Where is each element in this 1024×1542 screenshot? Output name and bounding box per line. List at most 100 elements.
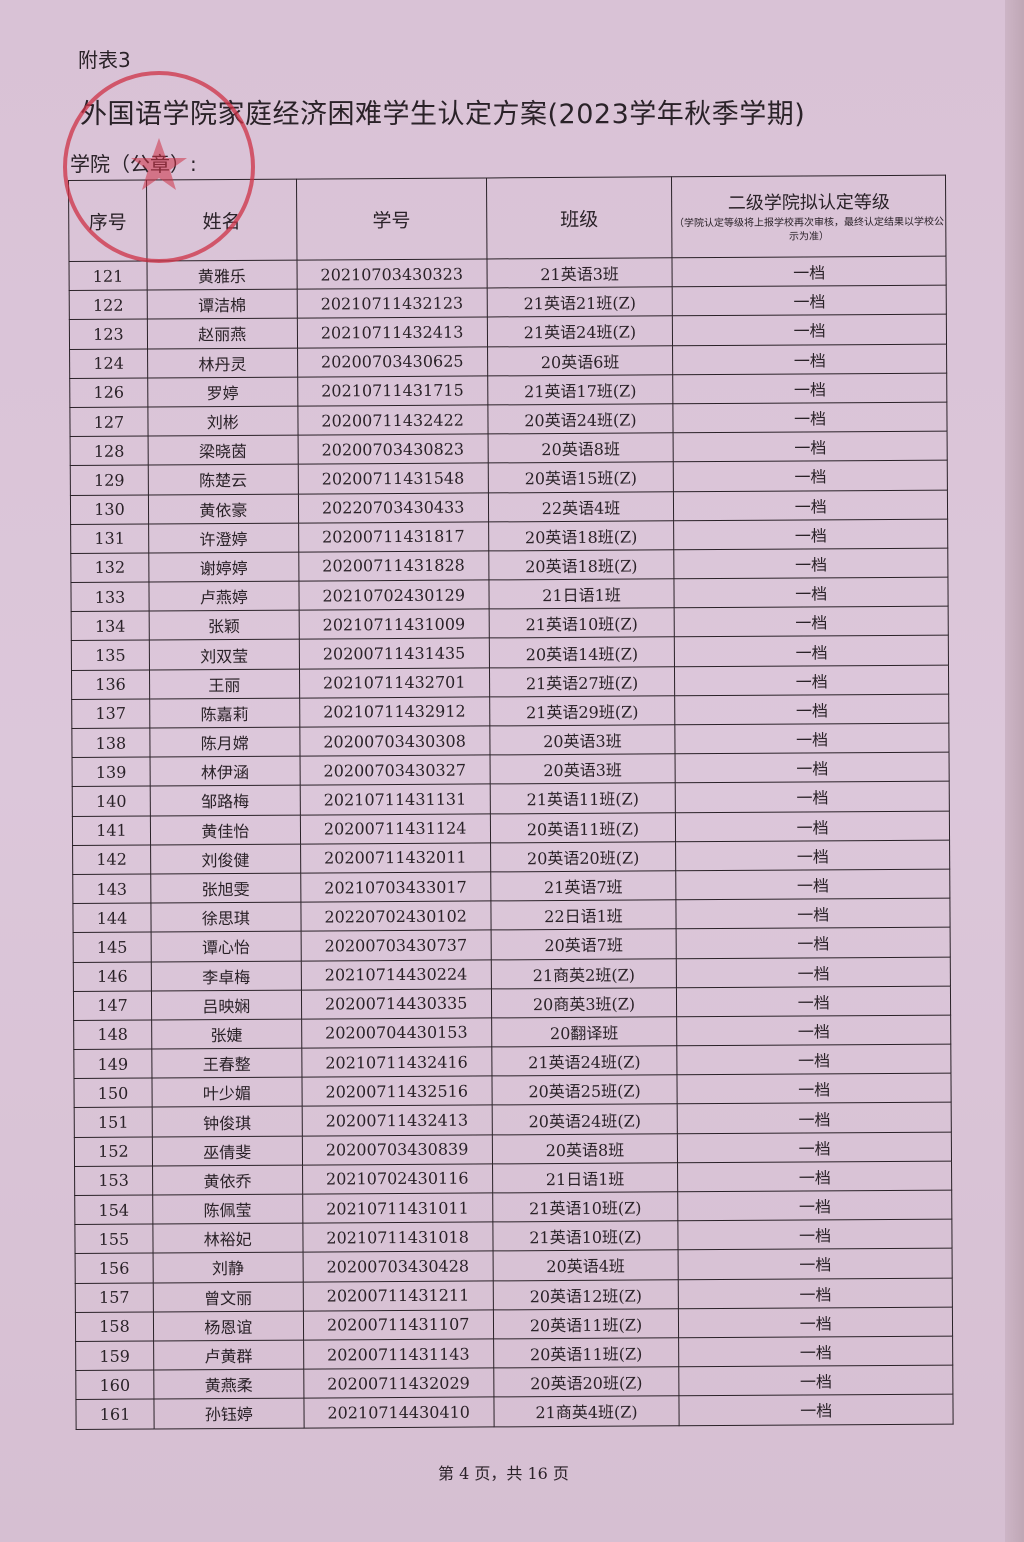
cell-index: 144 — [72, 903, 152, 933]
cell-index: 147 — [73, 990, 152, 1021]
cell-name: 张旭雯 — [150, 873, 301, 904]
cell-name: 陈月嫦 — [149, 727, 300, 758]
cell-level: 一档 — [674, 664, 949, 696]
cell-level: 一档 — [676, 956, 951, 988]
cell-name: 刘俊健 — [150, 843, 301, 874]
cell-level: 一档 — [673, 518, 948, 550]
cell-student-id: 20200711432422 — [297, 404, 488, 436]
cell-name: 林伊涵 — [149, 756, 300, 787]
cell-class: 20翻译班 — [491, 1016, 678, 1047]
cell-index: 146 — [73, 961, 152, 992]
cell-name: 王丽 — [149, 668, 300, 699]
cell-index: 136 — [71, 669, 150, 700]
cell-index: 152 — [74, 1136, 153, 1167]
cell-name: 谭洁棉 — [147, 289, 298, 320]
cell-index: 145 — [73, 932, 152, 962]
cell-level: 一档 — [676, 898, 951, 930]
cell-name: 刘彬 — [147, 406, 298, 437]
cell-class: 20英语18班(Z) — [488, 549, 675, 581]
cell-index: 121 — [68, 261, 148, 291]
cell-level: 一档 — [675, 810, 950, 842]
cell-name: 陈佩莹 — [152, 1194, 303, 1225]
cell-index: 132 — [70, 552, 149, 583]
cell-student-id: 20210703433017 — [300, 871, 491, 903]
cell-name: 刘双莹 — [149, 639, 300, 670]
cell-index: 139 — [72, 757, 151, 787]
cell-class: 20英语8班 — [487, 432, 674, 464]
header-level: 二级学院拟认定等级 （学院认定等级将上报学校再次审核，最终认定结果以学校公示为准… — [671, 175, 946, 258]
cell-level: 一档 — [679, 1365, 953, 1397]
cell-level: 一档 — [678, 1248, 953, 1280]
cell-index: 138 — [71, 728, 150, 758]
cell-index: 134 — [71, 611, 150, 641]
cell-class: 21商英4班(Z) — [493, 1396, 680, 1427]
cell-student-id: 20200711431435 — [299, 638, 490, 669]
cell-level: 一档 — [675, 781, 950, 813]
cell-student-id: 20210711432701 — [299, 667, 490, 698]
cell-name: 黄依乔 — [152, 1164, 303, 1196]
cell-level: 一档 — [678, 1190, 952, 1221]
cell-index: 161 — [75, 1399, 155, 1429]
cell-class: 22英语4班 — [488, 491, 674, 522]
cell-student-id: 20200711431211 — [302, 1280, 494, 1311]
appendix-label: 附表3 — [78, 48, 131, 72]
cell-name: 谭心怡 — [151, 931, 301, 962]
cell-name: 张颖 — [149, 610, 300, 641]
header-level-note: （学院认定等级将上报学校再次审核，最终认定结果以学校公示为准） — [673, 216, 944, 243]
cell-name: 刘静 — [152, 1252, 303, 1283]
table-header-row: 序号 姓名 学号 班级 二级学院拟认定等级 （学院认定等级将上报学校再次审核，最… — [68, 175, 946, 262]
cell-index: 135 — [71, 640, 150, 671]
cell-student-id: 20200711431107 — [303, 1309, 494, 1341]
cell-name: 巫倩斐 — [152, 1135, 303, 1166]
cell-class: 21英语10班(Z) — [492, 1191, 679, 1223]
cell-class: 21英语3班 — [486, 257, 673, 289]
cell-class: 21英语11班(Z) — [489, 783, 676, 814]
cell-index: 158 — [75, 1311, 154, 1342]
cell-level: 一档 — [676, 1014, 951, 1046]
cell-student-id: 20210711432123 — [296, 288, 487, 319]
cell-class: 20英语11班(Z) — [493, 1337, 680, 1369]
cell-name: 林裕妃 — [152, 1223, 303, 1254]
cell-class: 20英语20班(Z) — [490, 841, 677, 872]
cell-index: 141 — [72, 815, 151, 846]
cell-student-id: 20200711432413 — [301, 1105, 492, 1136]
page-edge — [1005, 0, 1024, 1542]
cell-student-id: 20200703430737 — [300, 930, 491, 961]
cell-name: 林丹灵 — [147, 347, 298, 378]
cell-student-id: 20210702430129 — [298, 580, 489, 611]
cell-class: 20英语4班 — [492, 1250, 679, 1281]
cell-class: 20英语14班(Z) — [488, 637, 675, 668]
cell-class: 20英语12班(Z) — [492, 1279, 679, 1310]
cell-name: 钟俊琪 — [152, 1106, 303, 1137]
cell-student-id: 20200703430428 — [302, 1251, 493, 1282]
cell-index: 154 — [74, 1195, 153, 1225]
cell-class: 20英语6班 — [487, 345, 674, 376]
cell-level: 一档 — [677, 1131, 952, 1163]
cell-level: 一档 — [678, 1277, 953, 1309]
cell-class: 21英语10班(Z) — [488, 608, 675, 639]
cell-class: 21英语21班(Z) — [486, 286, 673, 318]
cell-student-id: 20220702430102 — [300, 901, 491, 932]
cell-student-id: 20200711431143 — [303, 1338, 494, 1370]
cell-student-id: 20200711431548 — [297, 463, 489, 494]
cell-class: 21英语27班(Z) — [489, 666, 676, 697]
college-seal-label: 学院（公章）: — [70, 152, 197, 176]
cell-student-id: 20210711431018 — [302, 1222, 493, 1253]
cell-index: 156 — [75, 1253, 154, 1284]
cell-index: 128 — [70, 436, 149, 466]
cell-level: 一档 — [674, 606, 949, 638]
cell-name: 谢婷婷 — [148, 551, 299, 583]
cell-student-id: 20220703430433 — [298, 492, 489, 523]
cell-index: 129 — [70, 465, 149, 495]
cell-student-id: 20200703430823 — [297, 434, 488, 465]
cell-level: 一档 — [674, 577, 949, 609]
cell-level: 一档 — [677, 1073, 952, 1105]
cell-student-id: 20200714430335 — [301, 988, 492, 1019]
cell-class: 20英语24班(Z) — [491, 1104, 678, 1135]
cell-name: 陈楚云 — [148, 464, 299, 495]
cell-name: 吕映娴 — [151, 989, 302, 1020]
cell-level: 一档 — [673, 431, 948, 463]
cell-class: 20英语3班 — [489, 753, 676, 785]
cell-level: 一档 — [678, 1219, 953, 1251]
cell-level: 一档 — [675, 839, 950, 871]
